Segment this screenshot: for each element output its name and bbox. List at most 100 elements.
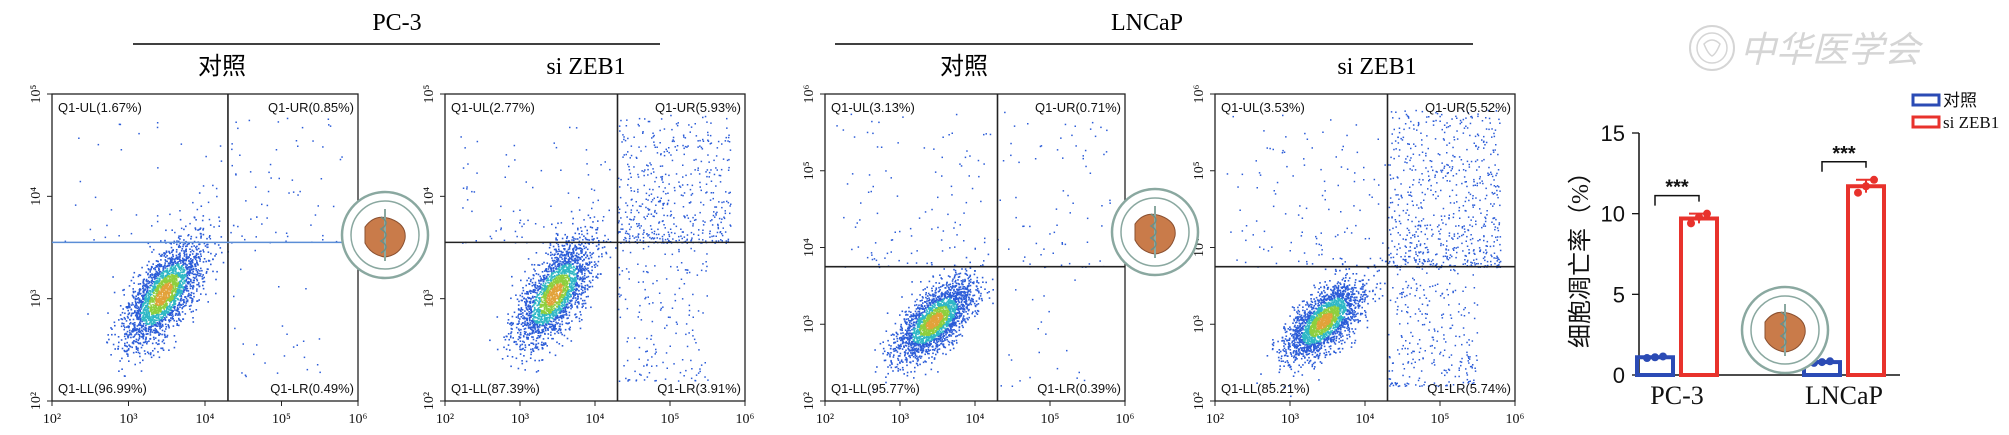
event-point [554,279,557,281]
event-point [523,341,525,344]
event-point [661,177,663,180]
event-point [556,313,558,315]
group-header-lncap: LNCaP 对照 si ZEB1 [835,10,1473,80]
event-point [155,260,158,262]
event-point [176,297,178,300]
event-point [184,296,186,298]
event-point [547,316,549,319]
event-point [726,159,729,162]
event-point [198,285,201,288]
event-point [528,318,531,320]
event-point [541,341,543,344]
event-point [158,286,161,288]
event-point [526,291,528,293]
event-point [548,299,551,301]
event-point [536,304,538,307]
event-point [170,283,172,286]
event-point [529,301,532,304]
event-point [157,340,160,342]
event-point [147,327,150,330]
event-point [489,339,491,342]
event-point [551,273,553,275]
event-point [549,310,551,313]
event-point [565,261,567,263]
event-point [544,297,546,300]
event-point [541,323,544,325]
event-point [196,278,198,281]
event-point [577,293,579,296]
event-point [553,289,555,292]
event-point [560,298,563,301]
event-point [110,327,112,329]
event-point [166,269,169,272]
event-point [178,312,181,315]
event-point [155,306,158,308]
event-point [179,246,182,248]
event-point [148,260,150,263]
event-point [177,292,180,294]
event-point [573,283,575,286]
event-point [547,327,549,330]
event-point [159,282,162,284]
event-point [569,326,571,329]
event-point [581,286,583,288]
event-point [551,329,554,331]
event-point [723,217,726,220]
event-point [570,277,573,279]
event-point [527,304,530,306]
event-point [168,326,170,329]
event-point [567,270,569,272]
event-point [727,136,730,139]
event-point [173,279,176,281]
event-point [196,245,198,248]
event-point [548,301,551,304]
event-point [533,310,535,312]
event-point [587,214,590,217]
event-point [585,262,587,264]
event-point [566,262,568,264]
event-point [535,309,538,311]
event-point [521,299,523,302]
event-point [693,233,695,236]
event-point [156,312,159,315]
event-point [150,268,152,270]
event-point [641,170,643,172]
event-point [510,297,512,300]
event-point [174,265,177,267]
event-point [563,266,566,268]
event-point [149,330,152,333]
event-point [125,306,128,308]
event-point [531,284,534,287]
event-point [558,270,561,272]
event-point [163,314,165,317]
event-point [591,279,594,281]
event-point [186,266,189,269]
event-point [237,127,239,130]
event-point [558,277,561,280]
event-point [177,264,179,266]
event-point [153,297,156,300]
event-point [145,311,148,314]
event-point [157,286,160,289]
event-point [577,259,579,261]
event-point [191,264,193,267]
event-point [531,310,533,313]
event-point [190,294,192,297]
event-point [146,333,149,335]
event-point [177,253,180,256]
event-point [146,308,148,310]
event-point [528,312,531,315]
event-point [555,279,558,282]
event-point [139,274,142,277]
event-point [655,233,658,236]
event-point [212,184,214,187]
event-point [187,282,190,284]
event-point [565,240,568,242]
event-point [659,142,661,144]
event-point [694,214,696,216]
event-point [573,239,575,242]
event-point [177,313,180,315]
event-point [158,273,161,275]
event-point [519,331,522,334]
event-point [702,229,704,231]
